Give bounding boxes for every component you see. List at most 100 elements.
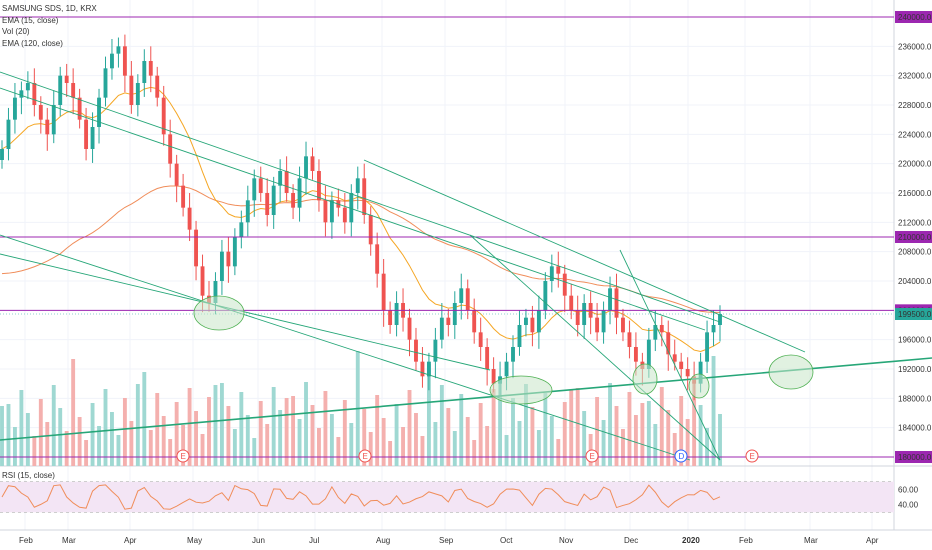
volume-bar [569, 390, 574, 466]
candle-body [103, 68, 108, 98]
highlight-ellipse [632, 363, 658, 395]
candle-body [187, 207, 192, 230]
volume-bar [659, 387, 664, 466]
candle-body [110, 53, 114, 69]
volume-bar [627, 392, 632, 466]
volume-bar [161, 416, 166, 466]
highlight-ellipse [768, 354, 814, 390]
candle-body [174, 163, 179, 186]
candle-body [601, 310, 606, 333]
candle-body [116, 46, 121, 54]
volume-bar [245, 415, 250, 466]
candle-body [426, 361, 431, 377]
symbol-title: SAMSUNG SDS, 1D, KRX [2, 4, 97, 13]
candle-body [161, 97, 166, 135]
event-badge-circle [585, 449, 599, 463]
trendline [0, 234, 691, 461]
candle-body [530, 317, 535, 333]
candle-body [368, 215, 373, 245]
indicator-volume[interactable]: Vol (20) [2, 27, 30, 36]
rsi-title[interactable]: RSI (15, close) [2, 471, 55, 480]
candle-body [536, 310, 541, 333]
candle-body [666, 332, 671, 355]
y-tick-label: 212000.0 [898, 218, 932, 227]
candle-body [297, 178, 302, 208]
volume-bar [258, 401, 263, 466]
volume-bar [562, 402, 567, 466]
volume-bar [142, 372, 147, 466]
candle-body [0, 149, 4, 160]
event-badge-text: E [750, 452, 755, 461]
highlight-ellipse [193, 295, 245, 331]
candle-body [232, 237, 237, 267]
volume-bar [498, 377, 503, 466]
volume-bar [633, 415, 638, 466]
y-tick-label: 224000.0 [898, 130, 932, 139]
volume-bar [103, 389, 108, 466]
candle-body [478, 332, 483, 347]
candle-body [511, 347, 515, 362]
candle-body [265, 193, 270, 215]
candle-body [459, 288, 464, 303]
candle-body [213, 281, 218, 303]
volume-bar [6, 404, 11, 466]
volume-bar [666, 410, 671, 466]
event-badge-text: E [363, 452, 368, 461]
candle-body [355, 178, 360, 193]
candle-body [142, 61, 147, 83]
candle-body [614, 288, 619, 318]
candle-body [517, 325, 522, 347]
candle-body [310, 156, 315, 171]
candle-body [271, 185, 276, 215]
volume-bar [51, 385, 56, 466]
indicator-ema120[interactable]: EMA (120, close) [2, 38, 63, 48]
volume-bar [45, 422, 50, 466]
candle-body [556, 266, 561, 274]
time-axis: Feb Mar Apr May Jun Jul Aug Sep Oct Nov Dec 2020 Feb… [19, 536, 879, 545]
candle-body [562, 273, 567, 296]
volume-bar [362, 409, 367, 466]
candle-body [304, 156, 308, 179]
x-tick-label: Jun [252, 536, 265, 545]
candle-body [329, 200, 334, 223]
volume-bar [524, 384, 528, 466]
candle-body [420, 361, 425, 377]
trendline [363, 159, 806, 353]
rsi-band [0, 481, 894, 513]
candle-body [226, 251, 231, 267]
candle-body [524, 317, 528, 325]
rsi-pane [0, 481, 894, 513]
candle-body [97, 97, 101, 127]
indicator-ema15[interactable]: EMA (15, close) [2, 15, 59, 25]
volume-bar [459, 394, 464, 466]
volume-bar [174, 402, 179, 466]
legend: SAMSUNG SDS, 1D, KRX EMA (15, close) Vol… [2, 3, 97, 49]
candle-body [575, 310, 580, 325]
candle-body [38, 105, 43, 120]
x-tick-label: May [187, 536, 202, 545]
price-label-bg [895, 231, 932, 243]
y-tick-label: 216000.0 [898, 189, 932, 198]
candle-body [375, 244, 380, 274]
volume-bar [194, 411, 198, 466]
candle-body [446, 317, 451, 325]
rsi-axis: 60.00 40.00 [898, 485, 919, 509]
ema120-line [1, 185, 721, 313]
x-tick-label: Nov [559, 536, 573, 545]
volume-bar [517, 421, 522, 466]
volume-bar [90, 403, 95, 466]
volume-bar [452, 431, 457, 466]
volume-bar [226, 406, 231, 466]
y-tick-label: 208000.0 [898, 248, 932, 257]
highlight-ellipse [489, 375, 553, 405]
volume-bar [478, 403, 483, 466]
y-tick-label: 188000.0 [898, 394, 932, 403]
candle-body [381, 273, 386, 311]
candle-body [51, 105, 56, 135]
highlight-ellipse [688, 373, 710, 399]
volume-bar [556, 439, 561, 466]
volume-bar [304, 382, 308, 466]
candle-body [362, 178, 367, 215]
